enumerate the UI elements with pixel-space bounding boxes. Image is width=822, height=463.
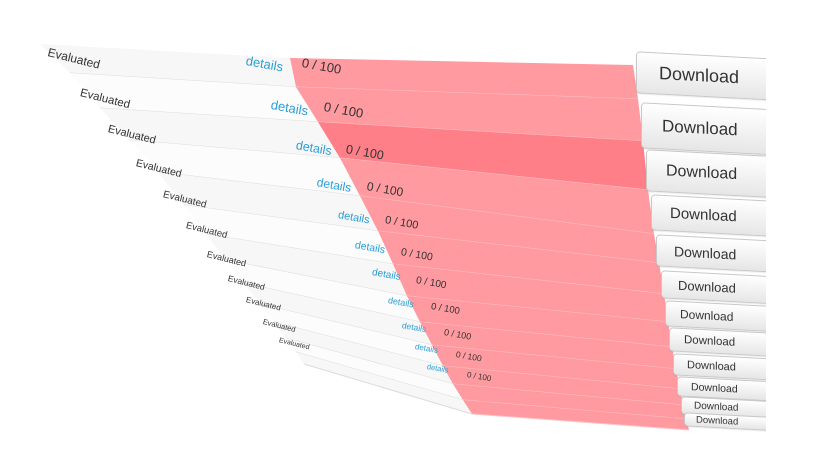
row-stripe xyxy=(260,304,443,366)
row-stripe xyxy=(226,260,420,322)
details-link[interactable]: details xyxy=(294,137,333,158)
score-cell xyxy=(340,158,654,234)
score-value: 0 / 100 xyxy=(466,370,492,384)
score-value: 0 / 100 xyxy=(384,213,420,232)
score-value: 0 / 100 xyxy=(430,301,461,318)
score-value: 0 / 100 xyxy=(300,54,343,77)
download-button-label: Download xyxy=(680,307,734,324)
score-cell xyxy=(443,366,683,405)
row-stripe xyxy=(100,108,340,158)
details-link[interactable]: details xyxy=(315,175,353,195)
score-cell xyxy=(318,122,648,190)
row-stripe xyxy=(244,283,432,345)
score-cell xyxy=(463,400,689,430)
details-link[interactable]: details xyxy=(426,362,450,375)
status-text: Evaluated xyxy=(184,220,229,242)
details-link[interactable]: details xyxy=(387,294,415,309)
download-button-label: Download xyxy=(670,204,737,226)
row-stripe xyxy=(130,140,360,196)
score-cell xyxy=(296,87,643,141)
details-link[interactable]: details xyxy=(401,319,428,334)
download-button-label: Download xyxy=(691,381,738,396)
download-button-label: Download xyxy=(674,243,737,263)
download-button-label: Download xyxy=(696,414,739,428)
status-text: Evaluated xyxy=(161,189,208,211)
score-cell xyxy=(420,322,676,369)
details-link[interactable]: details xyxy=(354,238,386,256)
download-button-label: Download xyxy=(687,359,736,374)
score-value: 0 / 100 xyxy=(415,275,448,292)
score-cell xyxy=(432,345,680,389)
score-cell xyxy=(378,231,664,294)
details-link[interactable]: details xyxy=(414,342,439,355)
download-button-label: Download xyxy=(684,334,736,349)
score-cell xyxy=(407,296,672,347)
score-value: 0 / 100 xyxy=(322,98,365,121)
status-text: Evaluated xyxy=(106,122,158,147)
score-cell xyxy=(453,384,686,419)
score-value: 0 / 100 xyxy=(400,245,434,264)
download-button[interactable]: Download xyxy=(636,51,776,101)
score-value: 0 / 100 xyxy=(443,326,473,342)
score-cell xyxy=(290,58,638,99)
score-value: 0 / 100 xyxy=(455,348,483,364)
score-cell xyxy=(360,196,659,263)
status-text: Evaluated xyxy=(261,317,297,335)
row-divider xyxy=(303,363,473,415)
download-button-label: Download xyxy=(662,116,738,140)
status-text: Evaluated xyxy=(226,272,266,292)
download-button-label: Download xyxy=(666,162,738,184)
row-stripe xyxy=(158,172,378,231)
status-text: Evaluated xyxy=(46,45,102,72)
status-text: Evaluated xyxy=(78,87,132,112)
score-value: 0 / 100 xyxy=(344,141,385,163)
details-link[interactable]: details xyxy=(269,96,310,118)
download-button-label: Download xyxy=(659,63,740,88)
details-link[interactable]: details xyxy=(244,52,285,74)
row-stripe xyxy=(286,338,463,400)
row-stripe xyxy=(296,352,472,414)
row-stripe xyxy=(274,322,453,384)
row-stripe xyxy=(40,44,296,87)
download-button-label: Download xyxy=(694,400,739,414)
score-cell-divider xyxy=(471,413,690,431)
download-button[interactable]: Download xyxy=(641,102,781,156)
status-text: Evaluated xyxy=(245,295,282,313)
score-value: 0 / 100 xyxy=(365,179,405,200)
row-stripe xyxy=(206,234,407,296)
download-button[interactable]: Download xyxy=(646,149,786,199)
status-text: Evaluated xyxy=(278,336,311,351)
status-text: Evaluated xyxy=(134,156,183,180)
details-link[interactable]: details xyxy=(371,267,402,283)
details-link[interactable]: details xyxy=(337,208,371,226)
download-button-label: Download xyxy=(678,277,736,296)
score-cell xyxy=(393,264,668,322)
status-text: Evaluated xyxy=(205,248,248,269)
row-stripe xyxy=(184,205,393,264)
viewport-edge xyxy=(766,0,822,463)
